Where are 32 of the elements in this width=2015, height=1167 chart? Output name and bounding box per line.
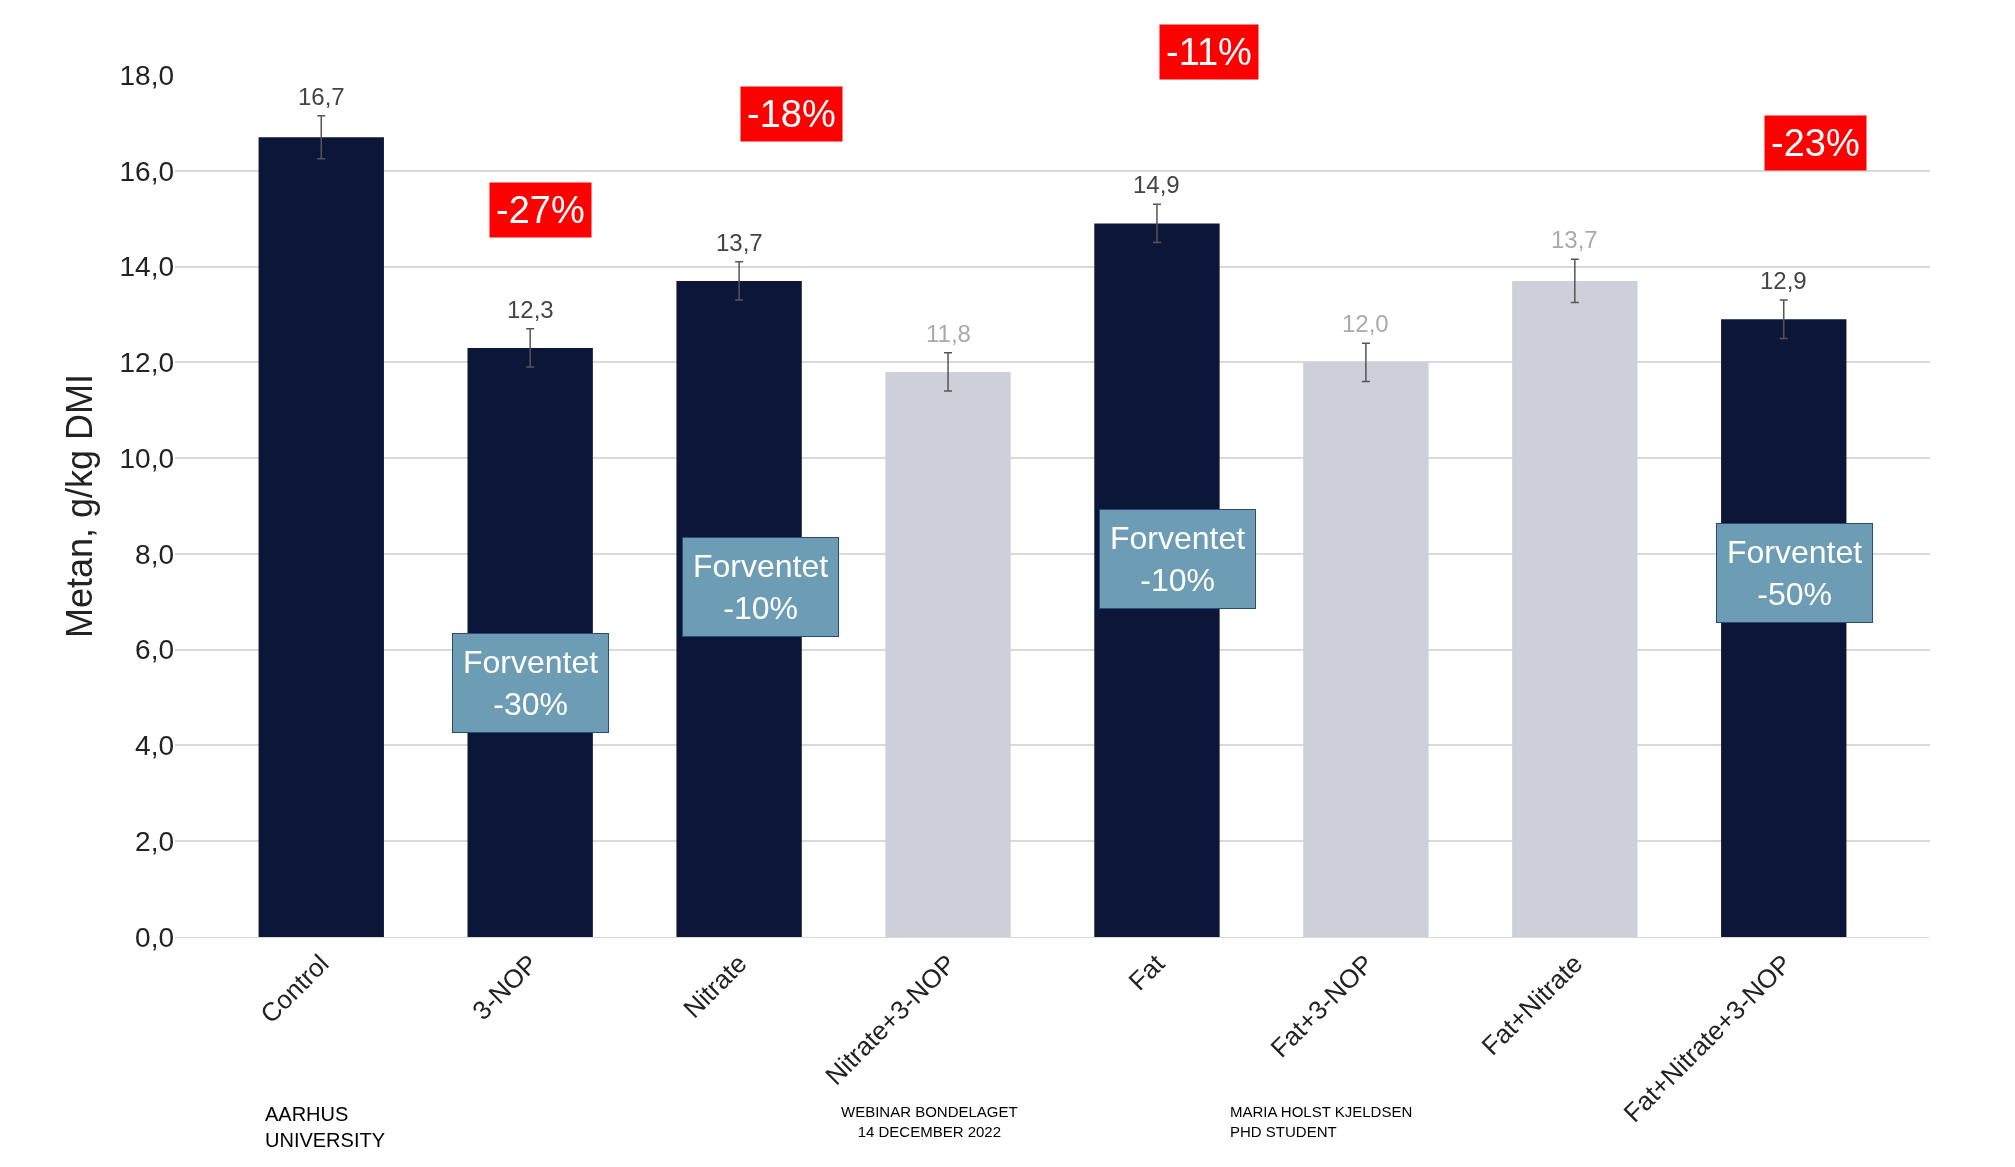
data-label: 14,9 [1133,171,1180,198]
annotation: Forventet -30% [463,644,599,722]
y-tick-label: 12,0 [119,347,174,379]
data-label: 12,3 [507,296,554,323]
annotation: Forventet -10% [1110,520,1246,598]
annotation: Forventet -50% [1727,534,1863,612]
y-tick-label: 2,0 [135,826,174,858]
y-tick-label: 0,0 [135,921,174,953]
y-tick-label: 14,0 [119,251,174,283]
annotation: -18% [747,93,836,135]
data-label: 16,7 [298,83,345,110]
annotation: Forventet -10% [693,548,829,626]
y-tick-label: 4,0 [135,730,174,762]
text: AARHUS UNIVERSITY [265,1103,386,1151]
bar [258,137,384,937]
y-axis-title: Metan, g/kg DMI [59,373,101,639]
text: WEBINAR BONDELAGET 14 DECEMBER 2022 [841,1103,1018,1140]
x-tick-label: Fat [1122,947,1171,997]
text: -11% [1166,31,1252,73]
data-label: 13,7 [1551,226,1598,253]
y-tick-label: 10,0 [119,442,174,474]
annotation: -23% [1771,122,1860,164]
data-label: 12,0 [1342,310,1389,337]
y-tick-label: 6,0 [135,634,174,666]
data-label: 13,7 [716,229,763,256]
y-tick-label: 8,0 [135,538,174,570]
annotation: -27% [496,189,585,231]
y-tick-label: 18,0 [119,59,174,91]
data-label: 12,9 [1760,267,1807,294]
data-label: 11,8 [926,320,971,347]
text: MARIA HOLST KJELDSEN PHD STUDENT [1230,1103,1413,1140]
y-tick-label: 16,0 [119,155,174,187]
